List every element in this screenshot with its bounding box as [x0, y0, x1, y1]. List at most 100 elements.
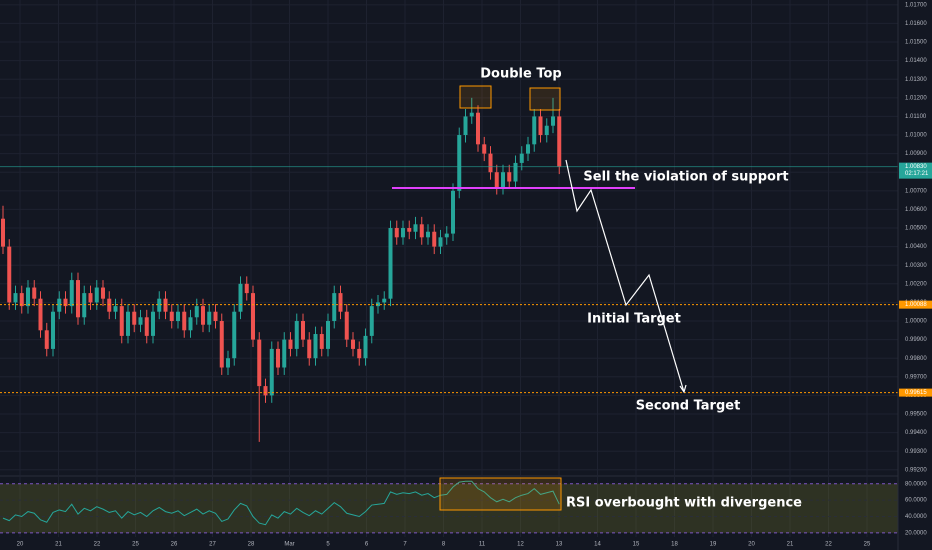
candle-body — [188, 317, 193, 331]
candle-body — [232, 311, 237, 359]
candle-body — [444, 233, 449, 238]
candle-body — [451, 190, 455, 234]
y-tick-label: 1.00300 — [905, 263, 927, 269]
candle-body — [463, 116, 468, 136]
candle-body — [413, 224, 418, 232]
y-tick-label: 0.99900 — [905, 337, 927, 343]
candle-body — [263, 386, 268, 396]
axis: 1.01700 1.01600 1.01500 1.01400 1.01300 1.012… — [17, 0, 932, 550]
candle-body — [82, 293, 87, 318]
price-tag — [899, 300, 932, 309]
candle-body — [388, 228, 393, 299]
x-tick-label: 6 — [365, 542, 369, 548]
arrow-head — [679, 384, 687, 394]
x-tick-label: Mar — [284, 542, 294, 548]
rsi-line — [2, 480, 560, 526]
candle-body — [301, 321, 305, 340]
price-tag-label: 1.00830 — [905, 164, 927, 170]
x-tick-label: 27 — [209, 542, 216, 548]
candle-body — [557, 116, 562, 167]
y-tick-label: 1.01700 — [905, 2, 927, 8]
candle-body — [169, 311, 174, 322]
candle-body — [344, 311, 349, 340]
y-tick-label: 1.00500 — [905, 226, 927, 232]
candle-body — [88, 293, 93, 303]
candle-body — [351, 339, 355, 349]
candle-body — [532, 116, 537, 145]
candle-body — [163, 298, 168, 312]
projection-arrow — [565, 159, 685, 393]
x-tick-label: 8 — [442, 542, 446, 548]
x-tick-label: 21 — [787, 542, 794, 548]
candle-body — [513, 162, 518, 182]
top-box — [529, 87, 561, 111]
candle-body — [119, 306, 124, 336]
candle-body — [107, 298, 112, 312]
candle-body — [182, 311, 187, 331]
x-tick-label: 15 — [633, 542, 640, 548]
x-tick-label: 20 — [17, 542, 24, 548]
y-tick-label: 1.00600 — [905, 207, 927, 213]
candle-body — [13, 293, 18, 303]
y-tick-label: 1.00200 — [905, 281, 927, 287]
rsi-tick-label: 80.0000 — [905, 481, 927, 487]
candle-body — [519, 153, 524, 163]
y-tick-label: 1.00000 — [905, 319, 927, 325]
y-tick-label: 0.99300 — [905, 449, 927, 455]
x-tick-label: 25 — [864, 542, 871, 548]
y-tick-label: 1.00700 — [905, 188, 927, 194]
candle-body — [138, 317, 143, 325]
x-tick-label: 22 — [825, 542, 832, 548]
y-tick-label: 1.01400 — [905, 58, 927, 64]
x-tick-label: 19 — [710, 542, 717, 548]
candle-body — [332, 293, 337, 322]
grid — [0, 0, 898, 537]
candle-body — [38, 298, 43, 331]
x-tick-label: 25 — [132, 542, 139, 548]
candle-body — [7, 246, 12, 303]
candle-body — [276, 348, 280, 368]
x-tick-label: 7 — [403, 542, 407, 548]
candle-body — [363, 335, 368, 359]
price-tag-label: 0.99615 — [905, 390, 927, 396]
annotation: Initial Target — [587, 312, 681, 327]
price-tag — [899, 162, 932, 179]
rsi-tick-label: 60.0000 — [905, 498, 927, 504]
candle-body — [226, 358, 230, 368]
x-tick-label: 12 — [517, 542, 524, 548]
candle-body — [357, 348, 362, 359]
candle-body — [251, 293, 255, 340]
candle-body — [151, 311, 155, 336]
x-tick-label: 28 — [248, 542, 255, 548]
candle-body — [382, 298, 387, 303]
x-tick-label: 22 — [94, 542, 101, 548]
candle-body — [526, 144, 530, 154]
y-tick-label: 0.99500 — [905, 412, 927, 418]
candle-body — [426, 231, 430, 238]
x-tick-label: 18 — [671, 542, 678, 548]
candle-body — [194, 306, 199, 318]
y-tick-label: 1.01600 — [905, 21, 927, 27]
candle-body — [57, 298, 62, 312]
candle-body — [319, 334, 324, 349]
candle-body — [394, 228, 399, 238]
top-box — [459, 85, 492, 109]
candle-body — [207, 311, 212, 325]
candle-body — [126, 311, 130, 336]
candle-body — [113, 306, 118, 312]
x-tick-label: 13 — [556, 542, 563, 548]
candle-body — [132, 311, 137, 325]
candle-body — [307, 339, 312, 359]
countdown: 02:17:21 — [905, 171, 929, 177]
candle-body — [213, 311, 218, 322]
y-tick-label: 1.01100 — [905, 114, 927, 120]
x-tick-label: 26 — [171, 542, 178, 548]
y-tick-label: 0.99700 — [905, 374, 927, 380]
candle-body — [101, 287, 105, 299]
y-tick-label: 1.00900 — [905, 151, 927, 157]
candle-body — [482, 144, 487, 154]
candle-body — [338, 293, 343, 312]
candle-body — [401, 228, 405, 238]
